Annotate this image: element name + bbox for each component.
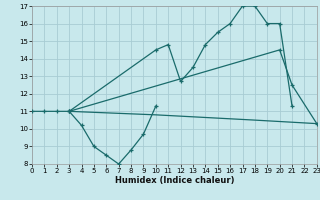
X-axis label: Humidex (Indice chaleur): Humidex (Indice chaleur) (115, 176, 234, 185)
